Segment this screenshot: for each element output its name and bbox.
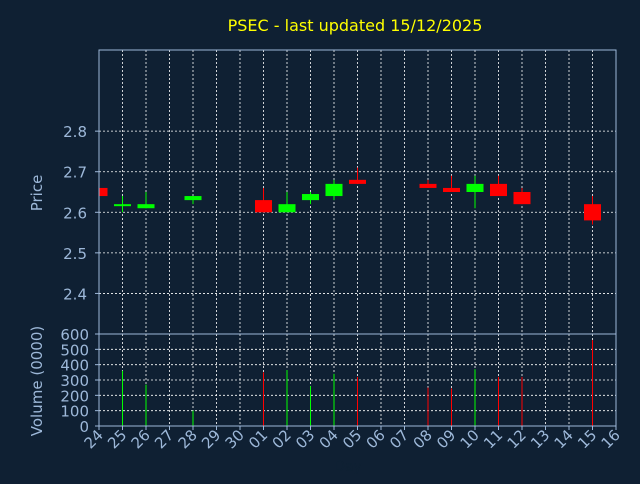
price-tick-label: 2.5 — [63, 245, 87, 263]
price-axis-label: Price — [28, 175, 46, 212]
volume-tick-label: 500 — [60, 341, 89, 359]
candle-body — [325, 183, 343, 197]
volume-axis-label: Volume (0000) — [28, 326, 46, 436]
candle-body — [137, 204, 155, 209]
candle-body — [278, 204, 296, 213]
candle — [278, 192, 296, 213]
chart-title: PSEC - last updated 15/12/2025 — [228, 16, 483, 35]
candles — [98, 167, 601, 225]
x-axis-label: Day — [334, 459, 362, 475]
candle-body — [99, 187, 108, 197]
candle — [255, 187, 272, 213]
candle-body — [302, 194, 319, 201]
volume-panel-frame — [98, 333, 617, 427]
price-tick-label: 2.8 — [63, 123, 87, 141]
candle-body — [114, 204, 131, 207]
price-tick-label: 2.7 — [63, 164, 87, 182]
candle-body — [443, 187, 460, 192]
price-tick-label: 2.4 — [63, 285, 87, 303]
candle — [302, 192, 319, 205]
candle — [349, 167, 366, 184]
candle — [114, 196, 131, 213]
candle-body — [584, 204, 601, 221]
price-tick-label: 2.6 — [63, 204, 87, 222]
candle — [490, 175, 507, 197]
candle — [443, 175, 460, 192]
candle-body — [419, 183, 437, 188]
candle — [419, 179, 437, 188]
candle — [466, 175, 484, 209]
volume-tick-label: 300 — [60, 372, 89, 390]
candle — [137, 192, 155, 209]
x-ticks: 2425262728293001020304050607080910111213… — [81, 426, 624, 452]
candle — [184, 196, 202, 205]
volume-tick-label: 0 — [79, 418, 89, 436]
volume-tick-label: 200 — [60, 387, 89, 405]
candle-body — [184, 196, 202, 201]
candle-body — [490, 183, 507, 197]
volume-bars — [122, 340, 593, 426]
volume-tick-label: 100 — [60, 403, 89, 421]
candle-body — [349, 179, 366, 184]
candle — [513, 187, 531, 205]
candle-body — [466, 183, 484, 192]
candle — [325, 179, 343, 201]
volume-tick-label: 600 — [60, 326, 89, 344]
candle-body — [255, 200, 272, 213]
candle — [584, 196, 601, 225]
price-y-ticks: 2.4 2.5 2.6 2.7 2.8 — [63, 123, 99, 303]
candle-body — [513, 192, 531, 205]
volume-tick-label: 400 — [60, 357, 89, 375]
